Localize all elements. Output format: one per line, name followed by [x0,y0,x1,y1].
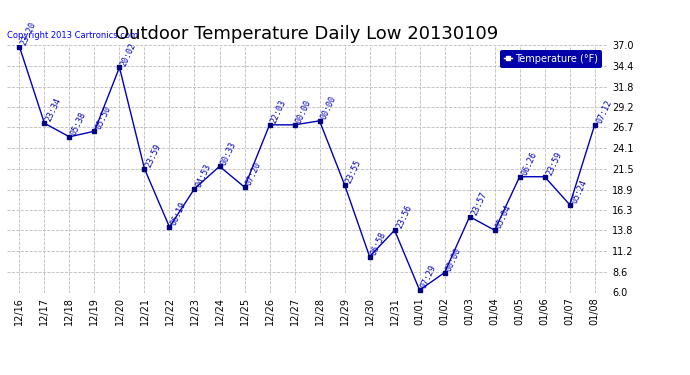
Text: 07:20: 07:20 [244,160,264,187]
Title: Outdoor Temperature Daily Low 20130109: Outdoor Temperature Daily Low 20130109 [115,26,499,44]
Text: 00:00: 00:00 [444,246,464,273]
Text: 23:59: 23:59 [144,142,164,169]
Text: 06:58: 06:58 [370,230,388,256]
Text: 23:57: 23:57 [470,190,489,217]
Text: 23:56: 23:56 [395,204,413,230]
Text: 00:00: 00:00 [319,94,338,121]
Text: 04:53: 04:53 [195,162,213,189]
Text: 23:20: 23:20 [19,20,38,46]
Text: 06:19: 06:19 [170,201,188,227]
Text: Copyright 2013 Cartronics.com: Copyright 2013 Cartronics.com [7,31,138,40]
Text: 22:03: 22:03 [270,98,288,125]
Text: 06:26: 06:26 [520,150,538,177]
Text: 05:24: 05:24 [570,178,589,205]
Text: 05:50: 05:50 [95,105,113,131]
Text: 07:12: 07:12 [595,98,613,125]
Legend: Temperature (°F): Temperature (°F) [500,50,602,68]
Text: 23:55: 23:55 [344,158,364,185]
Text: 23:34: 23:34 [44,97,63,123]
Text: 20:02: 20:02 [119,41,138,68]
Text: 00:33: 00:33 [219,140,238,166]
Text: 23:59: 23:59 [544,150,564,177]
Text: 05:38: 05:38 [70,110,88,137]
Text: 05:04: 05:04 [495,204,513,230]
Text: 07:29: 07:29 [420,264,438,290]
Text: 00:00: 00:00 [295,98,313,125]
